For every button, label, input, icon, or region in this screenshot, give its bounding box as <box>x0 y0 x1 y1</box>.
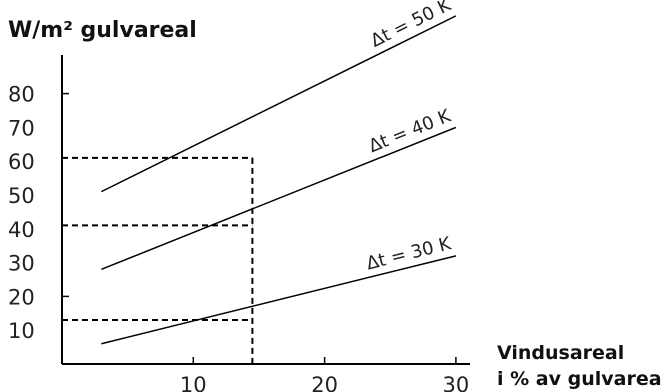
x-tick-label: 20 <box>311 373 338 392</box>
y-tick-label: 30 <box>8 252 35 276</box>
series-line-3 <box>101 255 457 345</box>
plot-area: 10 20 30 40 50 60 70 80 10 20 30 Δt = 50 K Δt = 40 K… <box>8 0 470 392</box>
y-tick-label: 40 <box>8 218 35 242</box>
y-tick-label: 20 <box>8 285 35 309</box>
series-label-1: Δt = 50 K <box>367 0 455 52</box>
x-axis-title-line2: i % av gulvareal <box>497 368 662 390</box>
x-tick-label: 30 <box>443 373 470 392</box>
y-tick-label: 70 <box>8 116 35 140</box>
x-axis-title-line1: Vindusareal <box>497 342 624 364</box>
series-label-3: Δt = 30 K <box>364 233 454 274</box>
y-axis-title: W/m² gulvareal <box>8 18 197 43</box>
x-tick-label: 10 <box>180 373 207 392</box>
series-line-2 <box>101 126 457 271</box>
series-line-1 <box>101 15 457 193</box>
y-tick-label: 10 <box>8 319 35 343</box>
y-tick-label: 50 <box>8 184 35 208</box>
series-label-2: Δt = 40 K <box>366 105 455 157</box>
y-tick-label: 60 <box>8 150 35 174</box>
y-tick-label: 80 <box>8 83 35 107</box>
